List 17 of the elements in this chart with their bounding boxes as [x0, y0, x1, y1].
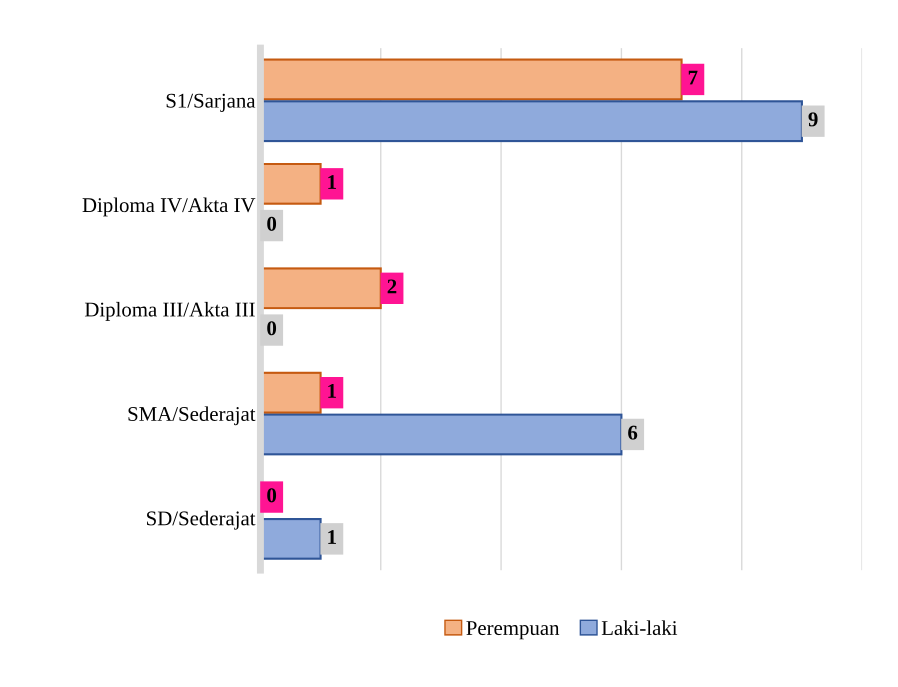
y-tick-label: Diploma III/Akta III — [84, 302, 255, 321]
data-label: 1 — [328, 175, 336, 189]
data-label: 9 — [808, 112, 818, 126]
legend-label: Perempuan — [466, 621, 560, 640]
data-label: 7 — [688, 70, 698, 84]
y-tick-label: S1/Sarjana — [166, 94, 256, 112]
data-label: 1 — [328, 530, 336, 544]
data-label: 1 — [328, 384, 336, 398]
y-tick-label: SMA/Sederajat — [128, 406, 256, 426]
legend-label: Laki-laki — [602, 620, 678, 636]
y-tick-label: Diploma IV/Akta IV — [82, 198, 256, 216]
data-label: 2 — [388, 279, 396, 294]
data-label: 6 — [628, 426, 638, 440]
data-label: 0 — [267, 321, 276, 336]
y-tick-label: SD/Sederajat — [147, 510, 256, 530]
data-label: 0 — [267, 216, 276, 231]
data-label: 0 — [267, 488, 276, 502]
